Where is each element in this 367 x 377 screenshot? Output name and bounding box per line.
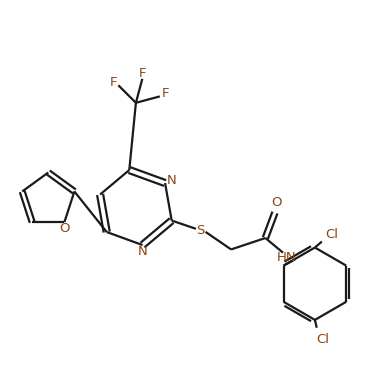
Text: F: F (161, 87, 169, 100)
Text: O: O (59, 222, 70, 235)
Text: Cl: Cl (316, 333, 329, 346)
Text: F: F (109, 76, 117, 89)
Text: S: S (196, 224, 205, 237)
Text: N: N (138, 245, 148, 258)
Text: HN: HN (276, 251, 296, 264)
Text: O: O (272, 196, 282, 210)
Text: Cl: Cl (326, 228, 338, 241)
Text: N: N (166, 174, 176, 187)
Text: F: F (139, 67, 146, 80)
